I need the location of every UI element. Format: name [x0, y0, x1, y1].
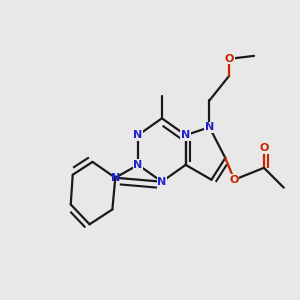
Text: O: O: [225, 54, 234, 64]
Text: N: N: [157, 177, 167, 187]
Text: N: N: [181, 130, 190, 140]
Text: O: O: [230, 175, 239, 185]
Text: N: N: [157, 177, 167, 187]
Text: N: N: [111, 173, 120, 183]
Text: N: N: [181, 130, 190, 140]
Text: N: N: [134, 130, 143, 140]
Text: N: N: [205, 122, 214, 132]
Text: N: N: [134, 130, 143, 140]
Text: O: O: [259, 143, 268, 153]
Text: N: N: [205, 122, 214, 132]
Text: N: N: [134, 160, 143, 170]
